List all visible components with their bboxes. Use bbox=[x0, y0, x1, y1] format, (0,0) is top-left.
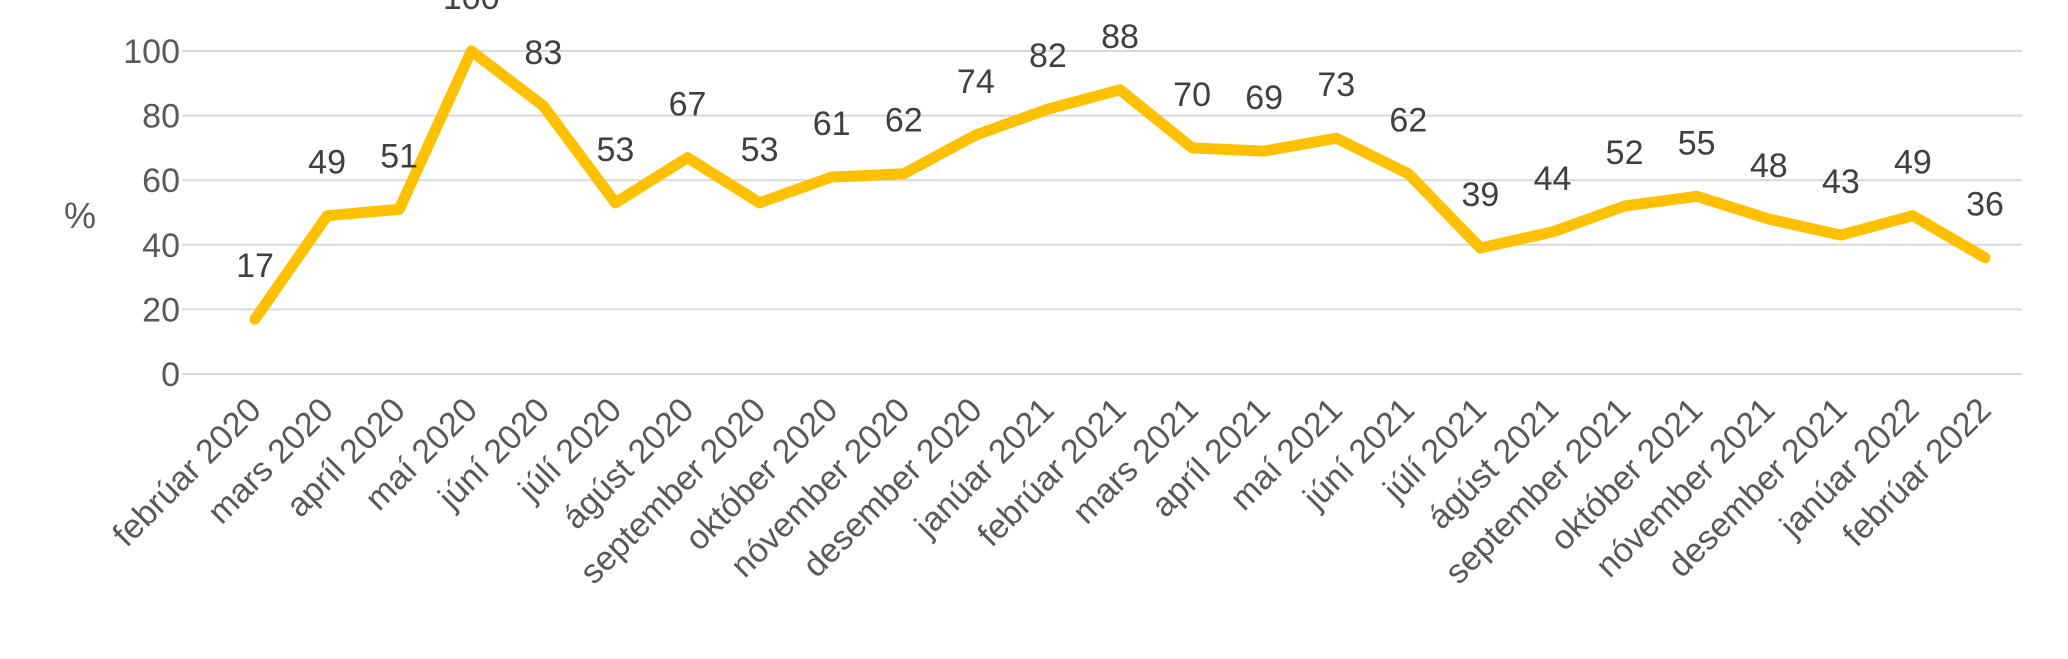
data-labels: 17 49 51 100 83 53 67 53 61 62 74 82 88 70 69 73 62 39 44 5… bbox=[236, 0, 2004, 285]
data-label: 55 bbox=[1678, 124, 1716, 162]
data-label: 62 bbox=[1389, 102, 1427, 140]
data-label: 83 bbox=[524, 34, 562, 72]
data-label: 74 bbox=[957, 63, 995, 101]
data-label: 53 bbox=[741, 131, 779, 169]
data-label: 44 bbox=[1534, 160, 1572, 198]
data-label: 61 bbox=[813, 105, 851, 143]
y-tick-label: 20 bbox=[142, 291, 180, 329]
data-label: 67 bbox=[669, 86, 707, 124]
y-tick-label: 80 bbox=[142, 98, 180, 136]
data-label: 53 bbox=[597, 131, 635, 169]
y-tick-label: 60 bbox=[142, 162, 180, 200]
y-axis-tick-labels: 0 20 40 60 80 100 bbox=[123, 33, 180, 394]
data-label: 51 bbox=[380, 137, 418, 175]
data-label: 36 bbox=[1966, 186, 2004, 224]
y-tick-label: 0 bbox=[161, 356, 180, 394]
data-label: 100 bbox=[443, 0, 500, 17]
data-label: 52 bbox=[1606, 134, 1644, 172]
data-label: 69 bbox=[1245, 79, 1283, 117]
series-line bbox=[249, 45, 1991, 325]
data-label: 62 bbox=[885, 102, 923, 140]
data-label: 82 bbox=[1029, 37, 1067, 75]
data-label: 70 bbox=[1173, 76, 1211, 114]
data-label: 49 bbox=[1894, 144, 1932, 182]
data-label: 39 bbox=[1462, 176, 1500, 214]
data-label: 48 bbox=[1750, 147, 1788, 185]
y-axis-title: % bbox=[64, 195, 96, 236]
data-label: 17 bbox=[236, 247, 274, 285]
data-label: 73 bbox=[1317, 66, 1355, 104]
data-label: 49 bbox=[308, 144, 346, 182]
grid-lines bbox=[182, 50, 2022, 375]
y-tick-label: 40 bbox=[142, 227, 180, 265]
y-tick-label: 100 bbox=[123, 33, 180, 71]
data-label: 88 bbox=[1101, 18, 1139, 56]
data-label: 43 bbox=[1822, 163, 1860, 201]
